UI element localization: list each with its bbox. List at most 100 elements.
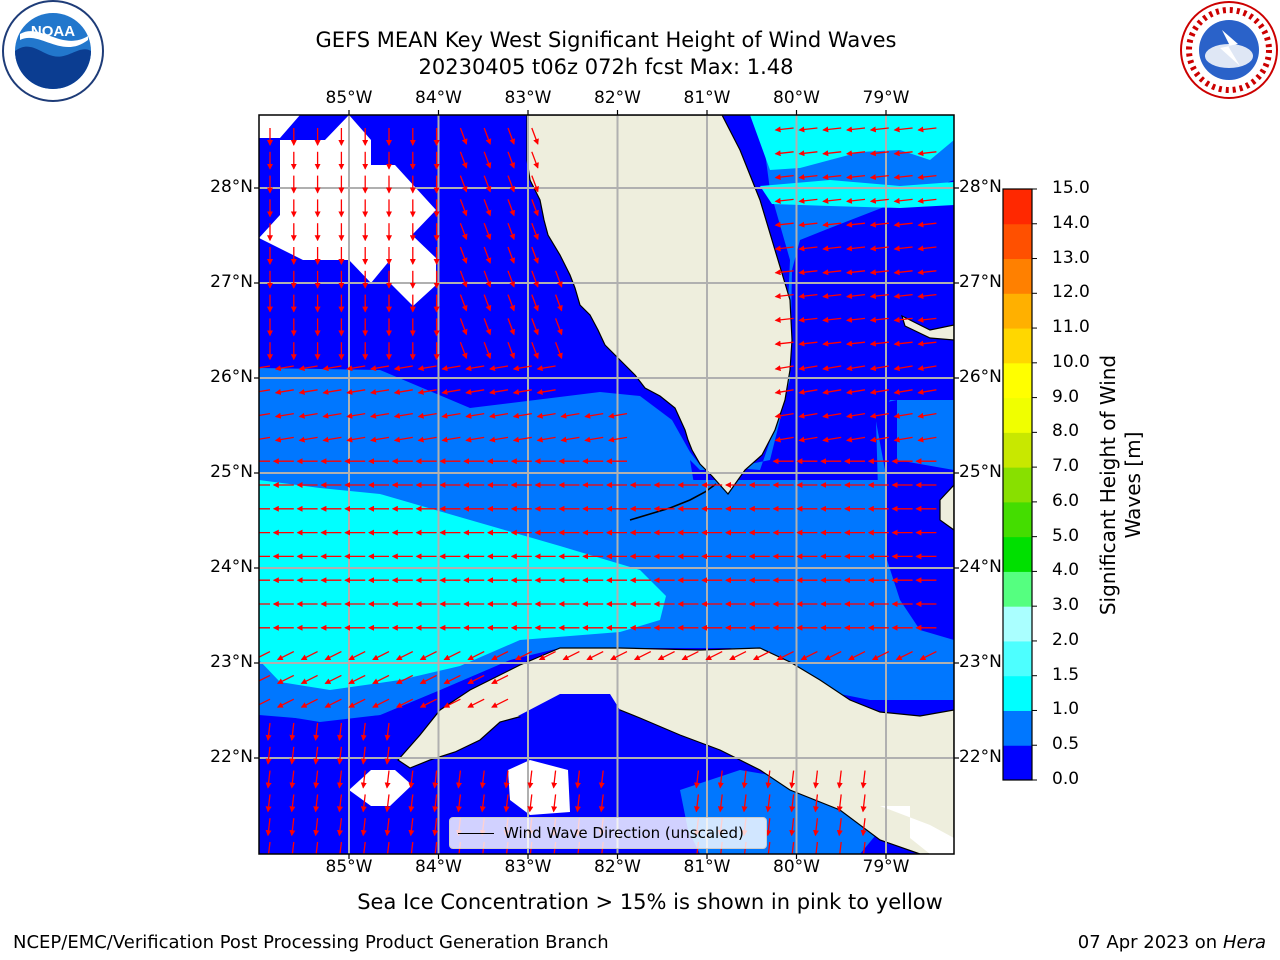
- wave-direction-arrow: [836, 770, 843, 789]
- wave-direction-arrow: [408, 818, 415, 837]
- colorbar-tick-label: 14.0: [1052, 212, 1090, 233]
- wave-direction-arrow: [289, 841, 296, 854]
- wave-direction-arrow: [417, 412, 437, 419]
- wave-direction-arrow: [276, 698, 295, 708]
- wave-direction-arrow: [300, 674, 318, 684]
- colorbar-segment: [1003, 745, 1032, 781]
- wave-direction-arrow: [846, 221, 866, 228]
- wave-direction-arrow: [265, 722, 272, 741]
- lon-label-top: 80°W: [773, 88, 820, 108]
- wave-direction-arrow: [441, 389, 461, 395]
- colorbar-frame: [1002, 188, 1033, 781]
- wave-direction-arrow: [798, 316, 818, 323]
- wave-direction-arrow: [479, 770, 486, 789]
- wave-direction-arrow: [298, 412, 318, 419]
- lat-label-right: 22°N: [959, 747, 1002, 767]
- colorbar-tick-label: 2.0: [1052, 629, 1080, 650]
- lon-label-top: 82°W: [594, 88, 641, 108]
- wave-direction-arrow: [531, 199, 539, 217]
- wave-direction-arrow: [419, 698, 437, 708]
- map-area: [259, 115, 954, 854]
- wave-direction-arrow: [531, 294, 539, 312]
- wave-direction-arrow: [822, 365, 842, 372]
- cuba-land: [397, 647, 954, 854]
- wave-direction-arrow: [507, 222, 516, 241]
- wave-direction-arrow: [483, 318, 492, 336]
- wave-direction-arrow: [774, 245, 794, 252]
- wave-direction-arrow: [274, 436, 294, 443]
- wind-wave-arrows: [259, 126, 937, 854]
- wave-direction-arrow: [408, 841, 415, 854]
- wave-direction-arrow: [459, 151, 468, 169]
- wave-direction-arrow: [893, 221, 913, 228]
- wave-direction-arrow: [917, 412, 937, 419]
- wave-direction-arrow: [348, 674, 366, 684]
- wave-direction-arrow: [346, 436, 366, 443]
- wave-direction-arrow: [717, 770, 724, 789]
- colorbar-tick-label: 0.5: [1052, 734, 1080, 755]
- wave-direction-arrow: [313, 722, 320, 741]
- wave-direction-arrow: [467, 651, 485, 661]
- wave-direction-arrow: [860, 794, 867, 813]
- wave-direction-arrow: [822, 174, 842, 181]
- lon-label-bottom: 82°W: [594, 857, 641, 877]
- wave-direction-arrow: [465, 365, 485, 372]
- lat-label-left: 23°N: [210, 652, 253, 672]
- wave-direction-arrow: [798, 293, 818, 300]
- wave-direction-arrow: [512, 436, 532, 443]
- wave-direction-arrow: [560, 436, 580, 443]
- lat-label-right: 26°N: [959, 367, 1002, 387]
- wave-direction-arrow: [657, 651, 675, 661]
- wave-direction-arrow: [893, 245, 913, 252]
- wave-direction-arrow: [846, 316, 866, 323]
- colorbar-segment: [1003, 536, 1032, 572]
- lat-label-right: 25°N: [959, 462, 1002, 482]
- wave-direction-arrow: [441, 412, 461, 419]
- wave-direction-arrow: [300, 698, 318, 708]
- wave-direction-arrow: [846, 293, 866, 300]
- wave-direction-arrow: [313, 841, 320, 854]
- wave-direction-arrow: [491, 674, 509, 684]
- wave-direction-arrow: [459, 341, 468, 360]
- wave-direction-arrow: [337, 818, 343, 837]
- wave-direction-arrow: [289, 722, 296, 741]
- wave-direction-arrow: [798, 412, 818, 419]
- wave-direction-arrow: [441, 436, 461, 443]
- wave-direction-arrow: [846, 245, 866, 252]
- wave-direction-arrow: [507, 294, 516, 312]
- wave-direction-arrow: [846, 269, 866, 276]
- wave-direction-arrow: [265, 770, 272, 789]
- wave-direction-arrow: [774, 412, 794, 419]
- wave-direction-arrow: [531, 175, 539, 193]
- wave-direction-arrow: [893, 269, 913, 276]
- wave-direction-arrow: [846, 389, 866, 395]
- wave-direction-arrow: [789, 841, 796, 854]
- wave-direction-arrow: [322, 389, 342, 395]
- wave-direction-arrow: [337, 841, 343, 854]
- wave-direction-arrow: [869, 221, 889, 228]
- lon-label-top: 85°W: [325, 88, 373, 108]
- wave-direction-arrow: [822, 221, 842, 228]
- wave-direction-arrow: [869, 245, 889, 252]
- wave-direction-arrow: [531, 341, 539, 360]
- wave-direction-arrow: [507, 151, 516, 169]
- wave-direction-arrow: [917, 245, 937, 252]
- wave-direction-arrow: [798, 245, 818, 252]
- wave-direction-arrow: [846, 150, 866, 157]
- wave-direction-arrow: [360, 794, 367, 813]
- wave-direction-arrow: [869, 316, 889, 323]
- wave-direction-arrow: [869, 436, 889, 443]
- chart-subtitle: 20230405 t06z 072h fcst Max: 1.48: [418, 55, 794, 79]
- wave-direction-arrow: [274, 365, 294, 372]
- legend-label: Wind Wave Direction (unscaled): [504, 824, 744, 842]
- colorbar-tick-label: 10.0: [1052, 351, 1090, 372]
- wave-direction-arrow: [893, 365, 913, 372]
- colorbar-tick-label: 1.5: [1052, 664, 1080, 685]
- wave-direction-arrow: [372, 674, 390, 684]
- wave-direction-arrow: [813, 818, 819, 837]
- wave-direction-arrow: [483, 341, 492, 360]
- wave-direction-arrow: [717, 794, 724, 813]
- wave-direction-arrow: [483, 127, 492, 145]
- wave-direction-arrow: [313, 746, 320, 765]
- wave-direction-arrow: [384, 794, 391, 813]
